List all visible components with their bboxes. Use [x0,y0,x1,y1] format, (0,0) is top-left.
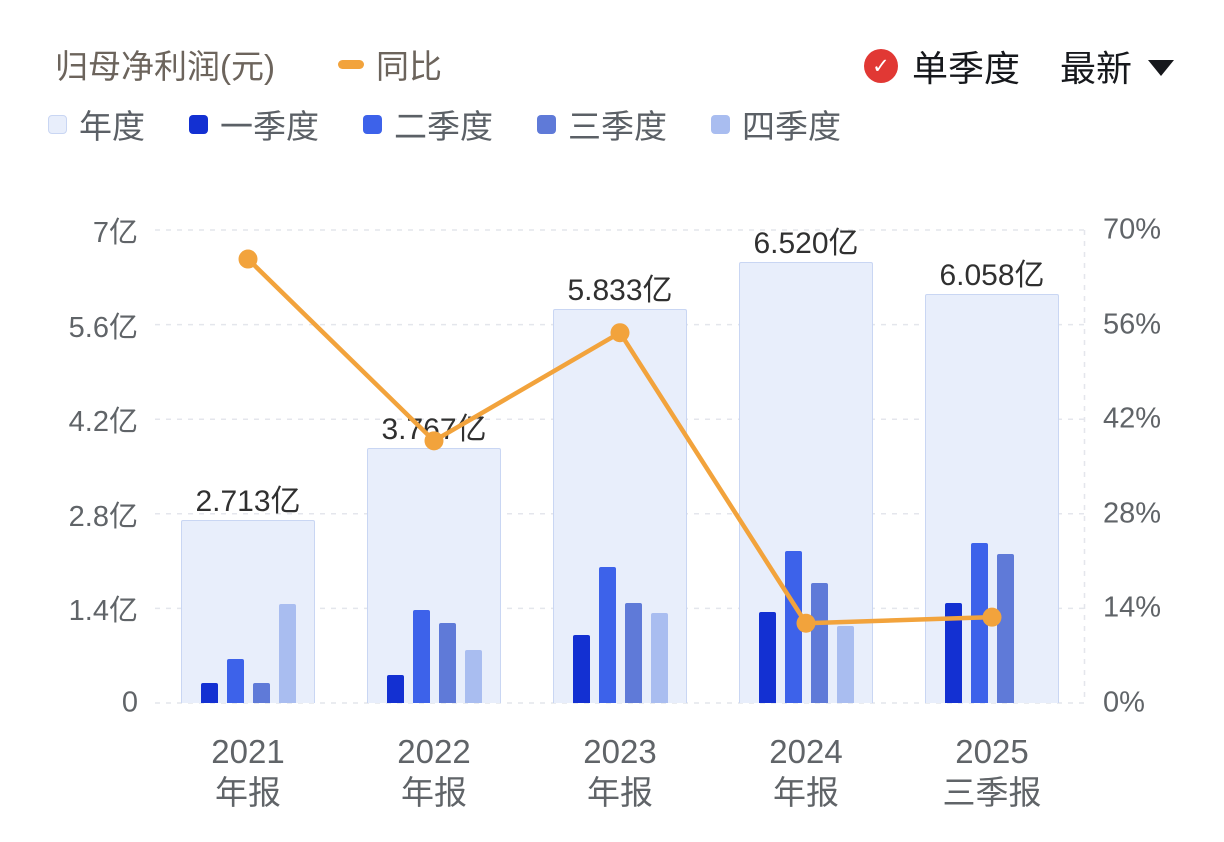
right-axis: 0% 14% 28% 42% 56% 70% [1103,214,1223,719]
yoy-line-swatch [338,59,364,69]
quarter-bar[interactable] [412,609,430,703]
check-icon: ✓ [863,49,898,83]
quarter-bar[interactable] [598,566,616,703]
legend-swatch [363,114,382,134]
left-axis-tick: 4.2亿 [68,406,138,439]
quarter-bar[interactable] [572,635,590,703]
quarter-bar[interactable] [810,582,828,703]
left-axis-tick: 5.6亿 [68,311,138,344]
quarter-bar[interactable] [278,604,296,703]
annual-value-label: 6.058亿 [939,258,1045,292]
left-axis-tick: 7亿 [92,217,138,249]
yoy-point[interactable] [238,249,258,269]
right-axis-tick: 14% [1103,591,1162,624]
legend-item[interactable]: 二季度 [363,100,493,148]
quarter-bar[interactable] [996,553,1014,703]
x-axis-label: 2025 三季报 [942,733,1042,811]
yoy-legend[interactable]: 同比 [338,40,442,88]
quarter-bar[interactable] [944,603,962,703]
right-axis-tick: 0% [1103,686,1145,719]
single-quarter-toggle[interactable]: ✓ 单季度 [863,40,1020,92]
legend-item[interactable]: 一季度 [189,100,319,148]
x-axis-label: 2021 年报 [211,733,285,811]
yoy-line-layer [238,249,1002,633]
annual-value-label: 5.833亿 [567,273,673,307]
quarter-bar[interactable] [252,682,270,703]
x-axis-label: 2022 年报 [397,733,471,811]
legend-item[interactable]: 三季度 [537,100,667,148]
quarter-bar[interactable] [226,659,244,703]
legend-label: 二季度 [394,108,493,145]
quarter-bar[interactable] [650,613,668,703]
legend-swatch [48,114,67,134]
quarter-bar[interactable] [624,603,642,703]
legend-label: 四季度 [742,108,841,145]
quarter-bar[interactable] [438,622,456,703]
legend-swatch [189,114,208,134]
quarter-bar[interactable] [970,542,988,703]
quarter-bar[interactable] [464,650,482,703]
left-axis-tick: 0 [121,686,138,719]
quarter-bar[interactable] [836,625,854,703]
caret-down-icon [1148,60,1174,76]
right-axis-tick: 56% [1103,308,1162,341]
latest-dropdown[interactable]: 最新 [1060,40,1174,92]
left-axis: 0 1.4亿 2.8亿 4.2亿 5.6亿 7亿 [0,217,138,719]
chart-title: 归母净利润(元) [55,48,275,85]
right-axis-tick: 28% [1103,497,1162,530]
legend-label: 一季度 [220,108,319,145]
x-axis-label: 2023 年报 [583,733,657,811]
single-quarter-label: 单季度 [911,48,1020,89]
latest-label: 最新 [1059,48,1132,89]
yoy-point[interactable] [610,323,630,343]
right-axis-tick: 42% [1103,402,1162,435]
legend-label: 年度 [79,108,145,145]
legend-swatch [537,114,556,134]
right-axis-tick: 70% [1103,213,1162,246]
series-legend: 年度 一季度 二季度 三季度 四季度 [48,100,841,148]
x-axis-label: 2024 年报 [769,733,843,811]
legend-label: 三季度 [568,108,667,145]
yoy-point[interactable] [424,431,444,451]
annual-value-label: 6.520亿 [753,227,859,261]
quarter-bar[interactable] [784,550,802,703]
bars-layer: 2.713亿 3.767亿 5.833亿 6.520亿 6.058亿 [155,227,1085,703]
annual-value-label: 2.713亿 [195,484,301,518]
yoy-point[interactable] [796,613,816,633]
header-controls: ✓ 单季度 最新 [863,40,1174,92]
left-axis-tick: 2.8亿 [68,500,138,533]
quarter-bar[interactable] [386,674,404,703]
quarter-bar[interactable] [758,611,776,703]
legend-item[interactable]: 年度 [48,100,145,148]
yoy-point[interactable] [982,607,1002,627]
yoy-legend-label: 同比 [376,48,442,85]
yoy-line [246,257,993,626]
legend-item[interactable]: 四季度 [711,100,841,148]
quarter-bar[interactable] [200,682,218,703]
left-axis-tick: 1.4亿 [68,595,138,628]
legend-swatch [711,114,730,134]
chart-plot-area: 2.713亿 3.767亿 5.833亿 6.520亿 6.058亿 2021 年报 202… [155,227,1086,811]
